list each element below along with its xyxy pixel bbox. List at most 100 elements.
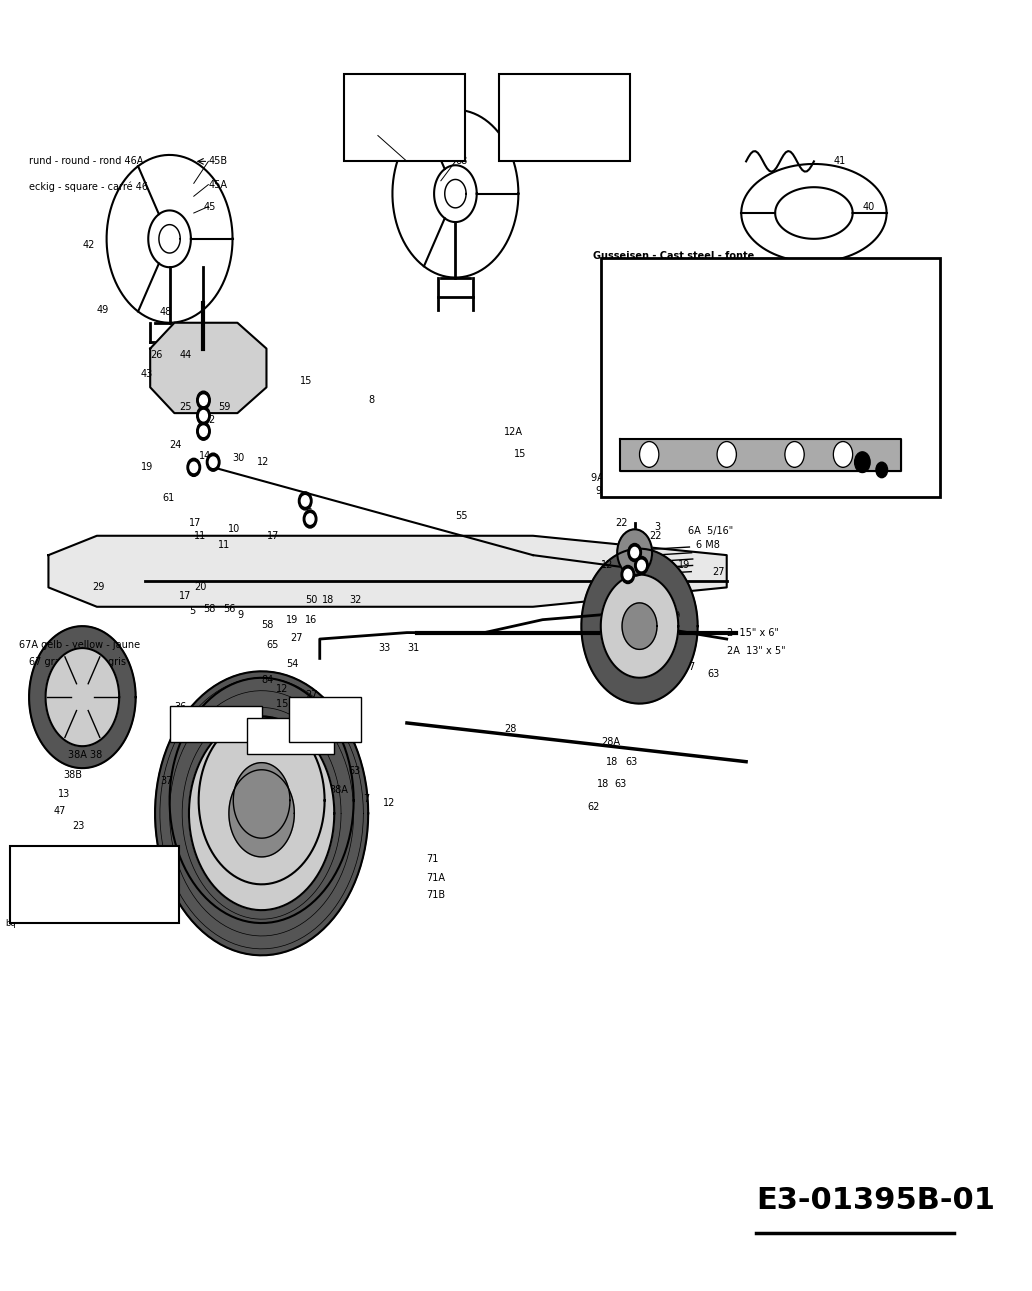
- Text: 13" x 5": 13" x 5": [243, 718, 282, 728]
- Text: 2A  13" x 5": 2A 13" x 5": [727, 646, 785, 656]
- Text: 18: 18: [606, 757, 618, 767]
- Text: 20: 20: [194, 582, 206, 593]
- Circle shape: [624, 569, 632, 580]
- Polygon shape: [29, 626, 135, 768]
- Text: 63: 63: [707, 669, 719, 679]
- Text: 2  15" x 6": 2 15" x 6": [727, 627, 779, 638]
- Text: 18: 18: [596, 778, 609, 789]
- Text: 67 grau - grey - gris: 67 grau - grey - gris: [29, 657, 126, 667]
- Text: 40: 40: [863, 201, 875, 212]
- Circle shape: [617, 529, 652, 576]
- Text: 70B: 70B: [160, 895, 179, 905]
- Text: 19: 19: [334, 711, 347, 722]
- Circle shape: [854, 452, 870, 473]
- Text: 45A: 45A: [208, 179, 227, 190]
- Circle shape: [621, 565, 635, 584]
- Text: 19: 19: [669, 611, 681, 621]
- Text: 19: 19: [678, 560, 690, 571]
- Text: 3: 3: [654, 522, 660, 532]
- Text: 39: 39: [843, 414, 856, 425]
- Text: 12: 12: [277, 684, 289, 695]
- Circle shape: [833, 442, 852, 467]
- Text: 0,4 mm: 0,4 mm: [683, 484, 715, 492]
- Text: 16: 16: [305, 615, 318, 625]
- Polygon shape: [199, 717, 325, 884]
- Text: 19: 19: [291, 762, 303, 772]
- Circle shape: [199, 395, 207, 405]
- Polygon shape: [233, 763, 290, 838]
- Text: 18: 18: [315, 707, 327, 718]
- Circle shape: [785, 442, 804, 467]
- Text: 58: 58: [203, 604, 216, 615]
- Text: 30: 30: [232, 453, 245, 463]
- Text: 68A: 68A: [378, 130, 396, 141]
- Text: rund - round - rond 46A: rund - round - rond 46A: [29, 156, 143, 167]
- Text: 28A: 28A: [601, 737, 620, 747]
- Text: 0,3 mm: 0,3 mm: [732, 484, 764, 492]
- Text: 12: 12: [640, 591, 652, 602]
- Text: 1: 1: [305, 707, 312, 718]
- Text: 12: 12: [383, 798, 395, 808]
- Text: bq: bq: [5, 919, 15, 927]
- Circle shape: [199, 411, 207, 421]
- Text: 19: 19: [140, 462, 153, 473]
- FancyBboxPatch shape: [9, 846, 180, 923]
- Circle shape: [206, 453, 220, 471]
- Text: 62: 62: [587, 802, 600, 812]
- Text: 32: 32: [349, 595, 361, 605]
- FancyBboxPatch shape: [499, 74, 630, 161]
- Text: 11: 11: [194, 531, 206, 541]
- Text: 36
15" x 6": 36 15" x 6": [197, 714, 234, 735]
- Text: 45B: 45B: [208, 156, 227, 167]
- Text: 18: 18: [322, 595, 334, 605]
- Polygon shape: [229, 769, 294, 857]
- Text: 13" x 5": 13" x 5": [295, 731, 335, 741]
- Text: 13: 13: [58, 789, 70, 799]
- Circle shape: [298, 492, 312, 510]
- Text: 36C: 36C: [295, 718, 315, 728]
- Text: 27: 27: [291, 633, 303, 643]
- Text: 34: 34: [707, 414, 719, 425]
- Polygon shape: [620, 439, 901, 471]
- Circle shape: [197, 407, 211, 425]
- Text: 7: 7: [688, 662, 695, 673]
- Text: 59: 59: [218, 402, 230, 412]
- Text: 1A: 1A: [305, 718, 318, 728]
- Circle shape: [717, 442, 737, 467]
- Text: 36B
36C: 36B 36C: [316, 710, 334, 729]
- Polygon shape: [622, 603, 657, 649]
- Text: 19: 19: [286, 615, 298, 625]
- Text: 15: 15: [300, 376, 313, 386]
- Text: 54: 54: [286, 658, 298, 669]
- Text: 55: 55: [455, 511, 467, 522]
- Text: 38B: 38B: [63, 769, 82, 780]
- Text: rund mit Stift
round with sprig
rond avec goupille: rund mit Stift round with sprig rond ave…: [359, 84, 450, 117]
- Text: 71B: 71B: [426, 889, 446, 900]
- Text: 35B: 35B: [761, 466, 780, 476]
- Text: 44: 44: [180, 350, 192, 360]
- Text: 56: 56: [223, 604, 235, 615]
- Text: 22: 22: [649, 531, 662, 541]
- FancyBboxPatch shape: [169, 706, 262, 742]
- Text: 63: 63: [614, 778, 626, 789]
- Text: 29: 29: [92, 582, 104, 593]
- Text: 17: 17: [266, 531, 279, 541]
- Text: 41: 41: [833, 156, 845, 167]
- Text: 63: 63: [625, 757, 637, 767]
- Circle shape: [199, 426, 207, 436]
- Text: 27: 27: [712, 567, 724, 577]
- Circle shape: [638, 560, 645, 571]
- Text: 16" x 6"  69: 16" x 6" 69: [232, 873, 290, 883]
- Text: 23: 23: [72, 821, 85, 831]
- Text: 49: 49: [97, 305, 109, 315]
- Text: 45: 45: [203, 201, 216, 212]
- Polygon shape: [601, 574, 678, 678]
- Text: 38A: 38A: [329, 785, 349, 795]
- Polygon shape: [189, 717, 334, 910]
- Text: 18: 18: [647, 640, 659, 651]
- Text: 43: 43: [140, 369, 153, 380]
- Text: 68: 68: [455, 156, 467, 167]
- Text: 58: 58: [262, 620, 273, 630]
- Circle shape: [640, 442, 658, 467]
- Circle shape: [631, 547, 639, 558]
